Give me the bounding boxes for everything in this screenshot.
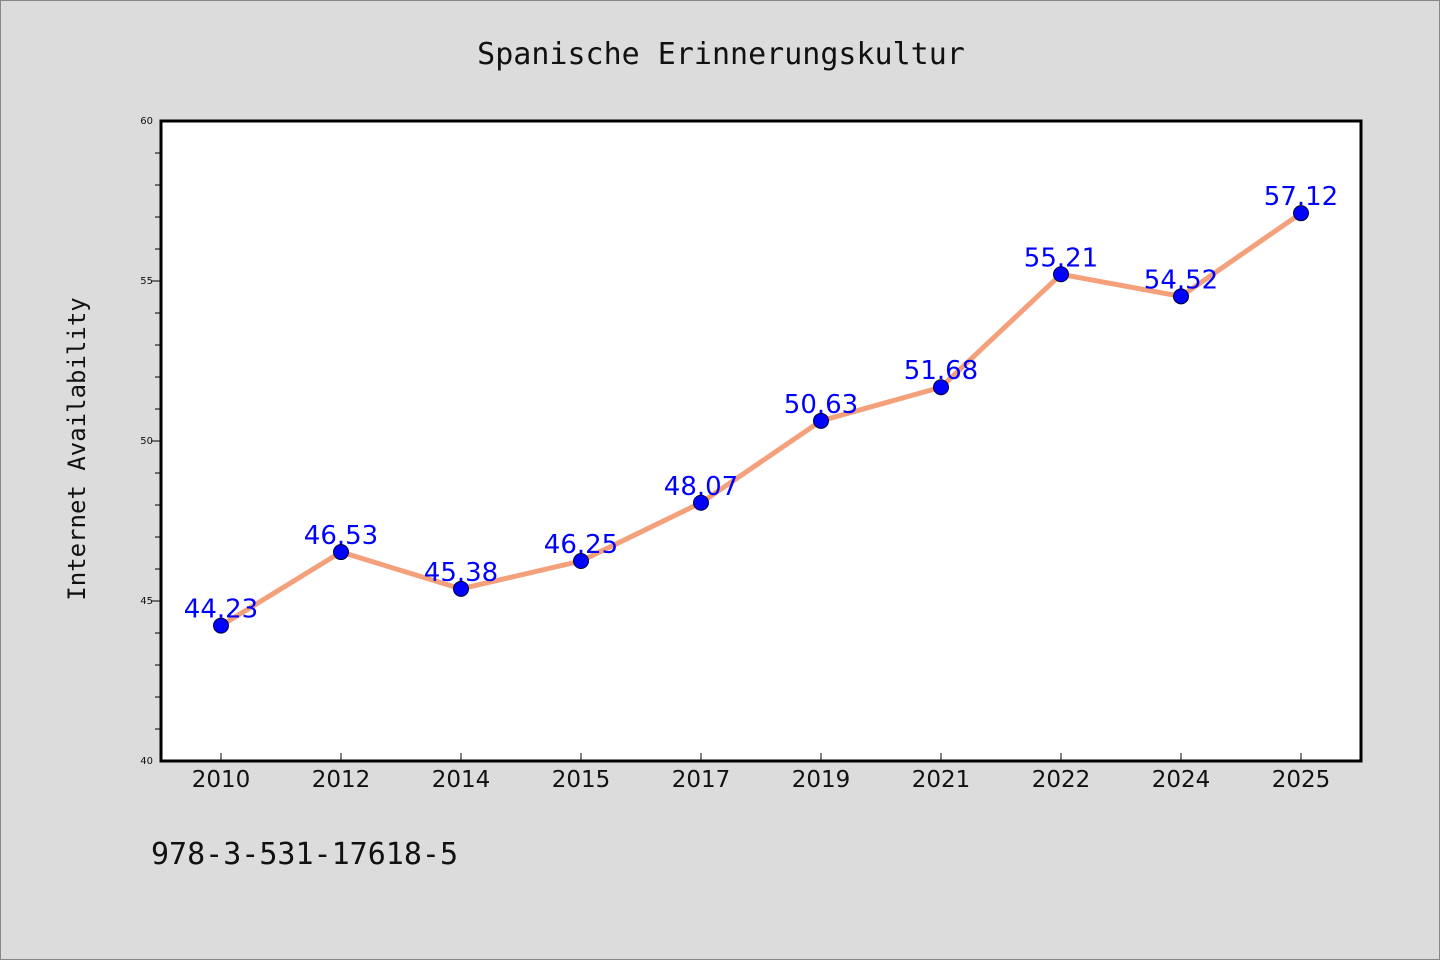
x-tick-label: 2014 xyxy=(432,767,491,793)
data-point xyxy=(1053,266,1069,283)
x-tick-label: 2021 xyxy=(912,767,971,793)
x-tick-label: 2022 xyxy=(1032,767,1091,793)
x-tick-label: 2019 xyxy=(792,767,851,793)
data-point xyxy=(813,412,829,429)
data-label: 50.63 xyxy=(784,390,858,420)
x-tick-label: 2025 xyxy=(1272,767,1331,793)
data-point xyxy=(333,544,349,561)
data-label: 54.52 xyxy=(1144,265,1218,295)
data-point xyxy=(213,617,229,634)
data-label: 46.25 xyxy=(544,530,618,560)
isbn-label: 978-3-531-17618-5 xyxy=(151,837,459,872)
series-line xyxy=(218,210,1304,629)
chart-title: Spanische Erinnerungskultur xyxy=(477,37,965,72)
x-tick-label: 2012 xyxy=(312,767,371,793)
y-tick-label: 45 xyxy=(140,596,153,607)
data-point xyxy=(693,494,709,511)
y-axis-label: Internet Availability xyxy=(63,297,91,600)
x-tick-label: 2017 xyxy=(672,767,731,793)
y-tick-label: 60 xyxy=(140,116,153,127)
x-tick-label: 2015 xyxy=(552,767,611,793)
plot-area xyxy=(159,119,1363,763)
data-label: 48.07 xyxy=(664,472,738,502)
data-label: 45.38 xyxy=(424,558,498,588)
x-tick-label: 2010 xyxy=(192,767,251,793)
data-label: 46.53 xyxy=(304,521,378,551)
y-tick-label: 50 xyxy=(140,436,153,447)
x-axis: 2010 2012 2014 2015 2017 2019 2021 2022 2024 2025 xyxy=(192,753,1331,793)
data-label: 51.68 xyxy=(904,356,978,386)
data-label: 55.21 xyxy=(1024,243,1098,273)
data-point xyxy=(453,580,469,597)
data-point xyxy=(933,379,949,396)
data-point xyxy=(573,553,589,569)
x-tick-label: 2024 xyxy=(1152,767,1211,793)
y-tick-label: 40 xyxy=(140,756,153,767)
data-point xyxy=(1173,288,1189,305)
series: 44.23 46.53 45.38 46.25 48.07 50.63 51.68 55.21… xyxy=(184,182,1338,634)
data-label: 57.12 xyxy=(1264,182,1338,212)
y-axis: 40 45 50 55 60 xyxy=(140,116,161,767)
y-tick-label: 55 xyxy=(140,276,153,287)
data-label: 44.23 xyxy=(184,595,258,625)
data-point xyxy=(1293,205,1309,222)
